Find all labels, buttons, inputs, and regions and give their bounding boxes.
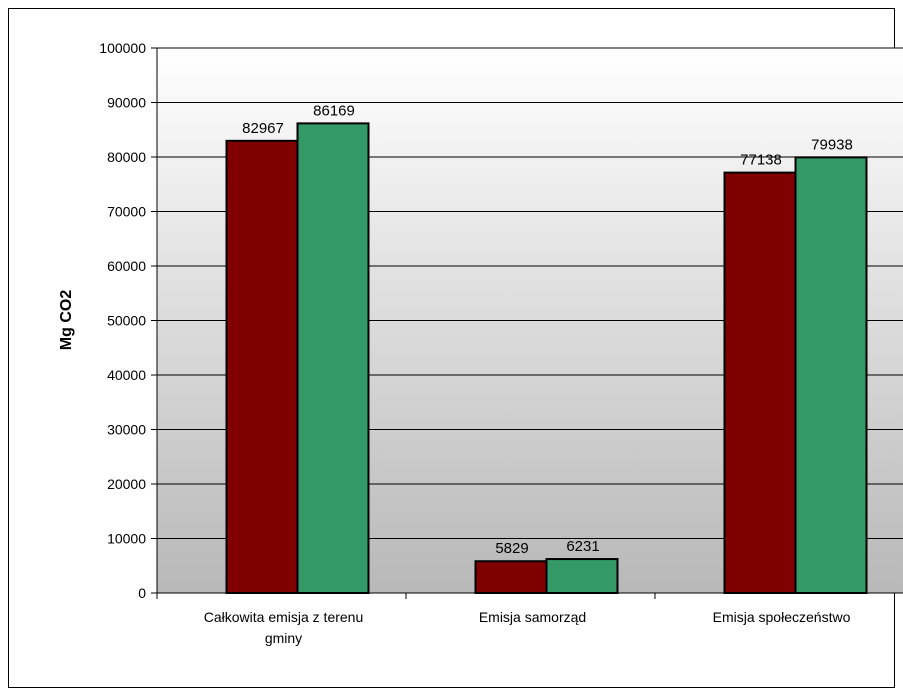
y-tick-label: 30000	[107, 422, 146, 438]
x-category-label: Emisja społeczeństwo	[713, 609, 851, 625]
bar-series2-cat2	[545, 558, 619, 595]
y-tick-label: 50000	[107, 313, 146, 329]
data-label: 6231	[566, 538, 599, 555]
bar-series2-cat1	[296, 122, 370, 595]
bar-series1-cat3	[723, 171, 797, 594]
x-category-label: gminy	[265, 630, 302, 646]
bar-series1-cat1	[225, 139, 299, 594]
y-tick-label: 100000	[99, 40, 146, 56]
data-label: 79938	[811, 136, 853, 153]
y-axis-title: Mg CO2	[58, 290, 75, 351]
x-category-label: Emisja samorząd	[479, 609, 586, 625]
y-tick-label: 10000	[107, 531, 146, 547]
data-label: 77138	[740, 152, 782, 169]
data-label: 86169	[313, 102, 355, 119]
y-tick-label: 60000	[107, 258, 146, 274]
y-tick-label: 20000	[107, 476, 146, 492]
data-label: 5829	[495, 540, 528, 557]
bar-series2-cat3	[794, 156, 868, 595]
y-tick-label: 70000	[107, 204, 146, 220]
y-tick-label: 0	[138, 585, 146, 601]
x-category-label: Całkowita emisja z terenu	[204, 609, 364, 625]
data-label: 82967	[242, 120, 284, 137]
y-tick-label: 80000	[107, 149, 146, 165]
y-tick-label: 40000	[107, 367, 146, 383]
bar-series1-cat2	[474, 560, 548, 594]
y-tick-label: 90000	[107, 95, 146, 111]
